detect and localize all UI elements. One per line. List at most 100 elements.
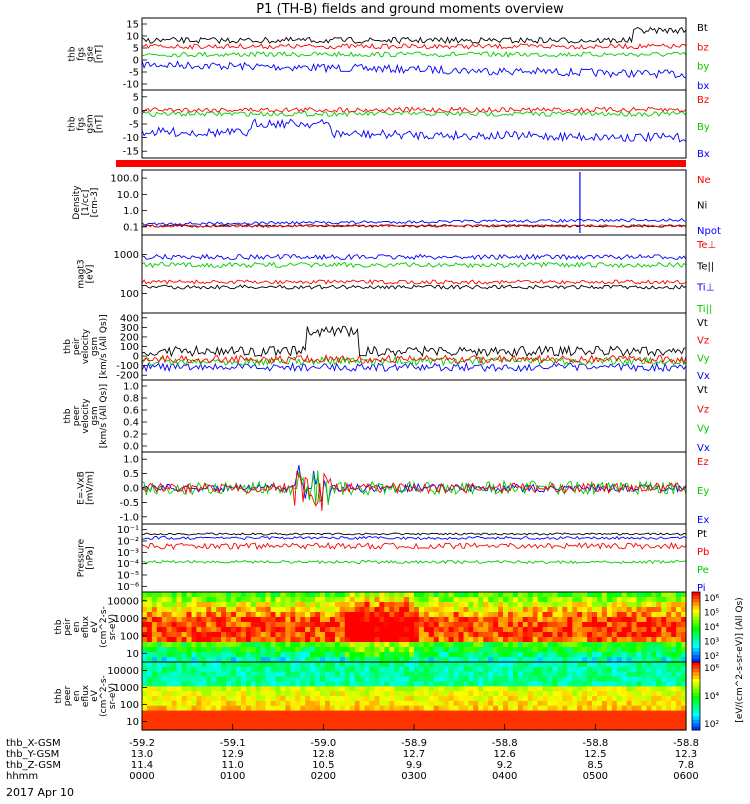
spectrogram-cell [409, 607, 415, 613]
spectrogram-cell [151, 657, 158, 663]
spectrogram-cell [671, 592, 677, 598]
spectrogram-cell [245, 622, 252, 628]
spectrogram-cell [325, 637, 331, 643]
spectrogram-cell [601, 696, 608, 702]
y-tick-label: 0.0 [123, 442, 139, 453]
spectrogram-cell [325, 632, 331, 638]
spectrogram-cell [453, 622, 460, 628]
spectrogram-cell [176, 592, 183, 598]
spectrogram-cell [196, 705, 202, 712]
spectrogram-cell [206, 681, 212, 687]
spectrogram-cell [621, 657, 628, 663]
spectrogram-cell [339, 681, 346, 687]
spectrogram-cell [171, 637, 178, 643]
spectrogram-cell [547, 632, 553, 638]
date-label: 2017 Apr 10 [6, 786, 74, 799]
spectrogram-cell [280, 637, 286, 643]
spectrogram-cell [616, 652, 623, 658]
spectrogram-cell [517, 710, 524, 717]
spectrogram-cell [651, 720, 657, 726]
spectrogram-cell [211, 592, 217, 598]
spectrogram-cell [458, 700, 464, 707]
y-tick-label: 10⁻² [117, 537, 139, 548]
spectrogram-cell [329, 700, 336, 707]
spectrogram-cell [280, 662, 286, 668]
spectrogram-cell [508, 676, 514, 683]
spectrogram-cell [463, 666, 469, 673]
spectrogram-cell [646, 652, 652, 658]
spectrogram-cell [231, 652, 237, 658]
spectrogram-cell [384, 686, 390, 692]
spectrogram-cell [216, 720, 222, 726]
spectrogram-cell [468, 612, 474, 618]
spectrogram-cell [265, 637, 272, 643]
spectrogram-cell [646, 602, 652, 608]
spectrogram-cell [310, 715, 316, 721]
spectrogram-cell [216, 632, 222, 638]
spectrogram-cell [567, 662, 573, 668]
spectrogram-cell [166, 676, 173, 683]
panel-frame [141, 312, 687, 381]
spectrogram-cell [404, 720, 410, 726]
spectrogram-cell [641, 720, 647, 726]
spectrogram-cell [344, 725, 351, 731]
spectrogram-cell [384, 637, 390, 643]
spectrogram-cell [329, 642, 336, 648]
spectrogram-cell [473, 622, 479, 628]
spectrogram-cell [310, 710, 316, 717]
spectrogram-cell [315, 691, 321, 697]
spectrogram-cell [206, 597, 212, 603]
spectrogram-cell [196, 627, 202, 633]
spectrogram-cell [611, 607, 618, 613]
spectrogram-cell [587, 705, 593, 712]
spectrogram-cell [601, 666, 608, 673]
spectrogram-cell [310, 592, 316, 598]
spectrogram-cell [344, 686, 351, 692]
spectrogram-cell [621, 691, 628, 697]
y-tick-label: 1.0 [123, 206, 139, 217]
spectrogram-cell [498, 597, 504, 603]
spectrogram-cell [483, 720, 489, 726]
spectrogram-cell [601, 647, 608, 653]
spectrogram-cell [468, 622, 474, 628]
spectrogram-cell [582, 720, 588, 726]
spectrogram-cell [493, 686, 499, 692]
spectrogram-cell [384, 632, 390, 638]
legend-entry: Npot [697, 226, 721, 237]
spectrogram-cell [547, 637, 553, 643]
spectrogram-cell [359, 676, 366, 683]
spectrogram-cell [418, 705, 425, 712]
spectrogram-cell [142, 676, 148, 683]
spectrogram-cell [186, 681, 192, 687]
spectrogram-cell [399, 612, 405, 618]
y-tick-label: 10 [126, 32, 139, 43]
spectrogram-cell [443, 607, 450, 613]
spectrogram-cell [181, 696, 188, 702]
spectrogram-cell [320, 627, 326, 633]
spectrogram-cell [503, 647, 509, 653]
spectrogram-cell [142, 627, 148, 633]
spectrogram-cell [166, 662, 173, 668]
spectrogram-cell [448, 607, 455, 613]
spectrogram-cell [221, 691, 227, 697]
spectrogram-cell [547, 710, 553, 717]
spectrogram-cell [305, 696, 311, 702]
spectrogram-cell [522, 671, 529, 678]
spectrogram-cell [557, 627, 563, 633]
spectrogram-cell [493, 632, 499, 638]
spectrogram-cell [221, 666, 227, 673]
spectrogram-cell [275, 627, 281, 633]
spectrogram-cell [532, 720, 539, 726]
spectrogram-cell [389, 627, 395, 633]
spectrogram-cell [364, 705, 370, 712]
spectrogram-cell [354, 686, 361, 692]
spectrogram-cell [389, 676, 395, 683]
x-tick-label: 9.9 [406, 760, 422, 771]
spectrogram-cell [671, 686, 677, 692]
spectrogram-cell [384, 652, 390, 658]
spectrogram-cell [508, 662, 514, 668]
spectrogram-cell [552, 592, 558, 598]
spectrogram-cell [161, 671, 168, 678]
spectrogram-cell [433, 607, 440, 613]
spectrogram-cell [250, 642, 257, 648]
